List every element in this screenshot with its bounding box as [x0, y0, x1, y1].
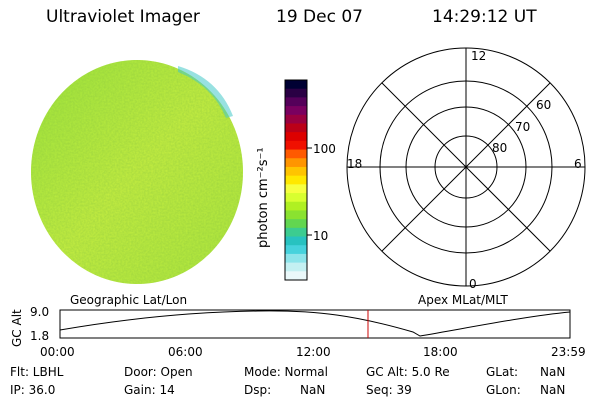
colorbar-segment — [285, 245, 307, 255]
mlat-label-80: 80 — [492, 141, 507, 155]
time-tick-2359: 23:59 — [551, 345, 586, 359]
time-tick-1200: 12:00 — [296, 345, 331, 359]
mlt-label-18: 18 — [347, 157, 362, 171]
alt-tick-high: 9.0 — [30, 305, 50, 319]
colorbar-segment — [285, 236, 307, 246]
dsp-label: Dsp: — [244, 383, 272, 397]
mlat-label-70: 70 — [515, 120, 530, 134]
colorbar-tick-10: 10 — [313, 229, 329, 243]
instrument-title: Ultraviolet Imager — [46, 7, 200, 27]
colorbar-segment — [285, 114, 307, 125]
colorbar-segment — [285, 175, 307, 185]
colorbar-tick-100: 100 — [313, 142, 336, 156]
colorbar-segment — [285, 140, 307, 151]
colorbar-segment — [285, 210, 307, 220]
time-label: 14:29:12 UT — [432, 7, 537, 27]
time-tick-0600: 06:00 — [168, 345, 203, 359]
colorbar-segment — [285, 193, 307, 203]
filter-status: Flt: LBHL — [10, 365, 64, 379]
colorbar-segment — [285, 88, 307, 98]
colorbar-segment — [285, 166, 307, 177]
mlt-label-12: 12 — [471, 49, 486, 63]
colorbar-segment — [285, 201, 307, 212]
time-tick-0000: 00:00 — [40, 345, 75, 359]
colorbar-segment — [285, 271, 307, 281]
colorbar-segment — [285, 227, 307, 238]
mlt-label-6: 6 — [574, 157, 582, 171]
glon-value: NaN — [540, 383, 566, 397]
altitude-timeline-plot — [59, 309, 571, 339]
colorbar-segment — [285, 219, 307, 229]
colorbar-segment — [285, 123, 307, 133]
alt-tick-low: 1.8 — [30, 329, 50, 343]
colorbar-segment — [285, 253, 307, 264]
dsp-value: NaN — [300, 383, 326, 397]
mlat-label-60: 60 — [536, 98, 551, 112]
uv-disk-image — [31, 60, 243, 284]
colorbar-segment — [285, 106, 307, 116]
colorbar-segment — [285, 97, 307, 107]
geographic-label: Geographic Lat/Lon — [70, 293, 188, 307]
polar-grid: 12 6 0 18 60 70 80 — [346, 47, 586, 290]
colorbar-unit-label: photon cm⁻²s⁻¹ — [256, 147, 271, 248]
color-scale-bar — [284, 79, 312, 281]
colorbar-segment — [285, 158, 307, 168]
glat-value: NaN — [540, 365, 566, 379]
colorbar-segment — [285, 149, 307, 159]
colorbar-segment — [285, 132, 307, 142]
date-label: 19 Dec 07 — [276, 7, 363, 27]
colorbar-segment — [285, 184, 307, 194]
mode-status: Mode: Normal — [244, 365, 328, 379]
gc-alt-status: GC Alt: 5.0 Re — [366, 365, 450, 379]
ip-status: IP: 36.0 — [10, 383, 56, 397]
colorbar-segment — [285, 262, 307, 272]
gain-status: Gain: 14 — [124, 383, 175, 397]
colorbar-segment — [285, 80, 307, 90]
gc-alt-axis-label: GC Alt — [10, 309, 24, 347]
seq-status: Seq: 39 — [366, 383, 412, 397]
time-tick-1800: 18:00 — [423, 345, 458, 359]
glon-label: GLon: — [486, 383, 521, 397]
apex-label: Apex MLat/MLT — [418, 293, 508, 307]
mlt-label-0: 0 — [469, 277, 477, 290]
door-status: Door: Open — [124, 365, 193, 379]
glat-label: GLat: — [486, 365, 519, 379]
